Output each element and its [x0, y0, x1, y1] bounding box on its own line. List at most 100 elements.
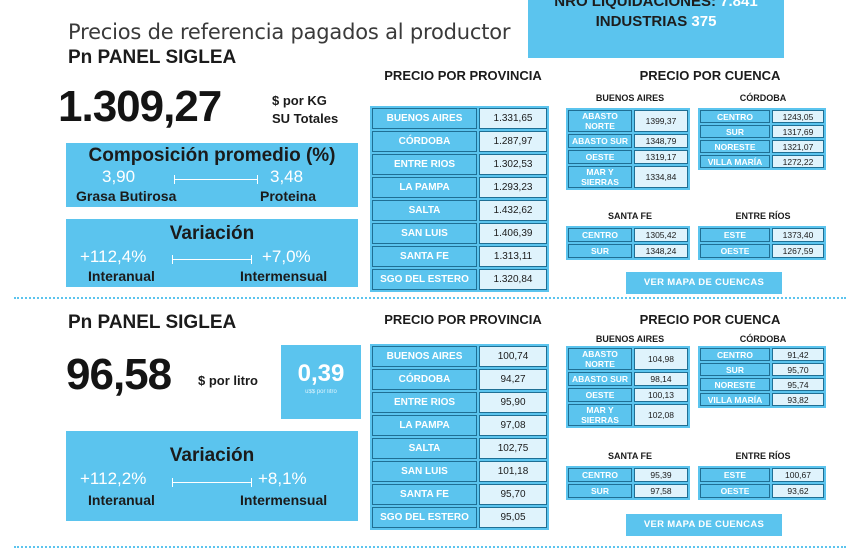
- basin-row-name: CENTRO: [700, 348, 770, 361]
- basin-row-name: SUR: [568, 244, 632, 258]
- variation-box-kg: Variación +112,4% +7,0% Interanual Inter…: [66, 219, 358, 287]
- price-kg-unit: $ por KG SU Totales: [272, 92, 338, 128]
- basin-row-name: CENTRO: [568, 468, 632, 482]
- price-kg-unit-line2: SU Totales: [272, 111, 339, 126]
- basin-row: MAR Y SIERRAS 1334,84: [568, 166, 688, 188]
- basin-row-name: ABASTO SUR: [568, 134, 632, 148]
- basin-row-value: 1334,84: [634, 166, 688, 188]
- province-row: BUENOS AIRES 1.331,65: [372, 108, 547, 129]
- basin-sf-title-kg: SANTA FE: [608, 211, 652, 221]
- province-row: LA PAMPA 97,08: [372, 415, 547, 436]
- basin-row: CENTRO 91,42: [700, 348, 824, 361]
- province-row-value: 95,05: [479, 507, 547, 528]
- province-row: SGO DEL ESTERO 95,05: [372, 507, 547, 528]
- basin-row-value: 93,82: [772, 393, 824, 406]
- basin-row: OESTE 100,13: [568, 388, 688, 402]
- province-row: ENTRE RIOS 1.302,53: [372, 154, 547, 175]
- composition-heading: Composición promedio (%): [88, 145, 336, 166]
- basin-row-name: SUR: [700, 363, 770, 376]
- section-title-kg: Pn PANEL SIGLEA: [68, 47, 237, 68]
- basin-row-name: NORESTE: [700, 378, 770, 391]
- basin-er-title-kg: ENTRE RÍOS: [735, 211, 791, 221]
- basin-row-value: 1267,59: [772, 244, 824, 258]
- basin-row-name: MAR Y SIERRAS: [568, 404, 632, 426]
- province-row-name: SGO DEL ESTERO: [372, 269, 477, 290]
- basin-row: SUR 1317,69: [700, 125, 824, 138]
- usd-box: 0,39 u$$ por litro: [281, 345, 361, 419]
- basin-row: NORESTE 1321,07: [700, 140, 824, 153]
- basin-row-name: ABASTO NORTE: [568, 348, 632, 370]
- basin-row-name: VILLA MARÍA: [700, 155, 770, 168]
- basin-row-name: NORESTE: [700, 140, 770, 153]
- basin-row-value: 100,13: [634, 388, 688, 402]
- grasa-value: 3,90: [102, 167, 136, 186]
- province-row-value: 101,18: [479, 461, 547, 482]
- basin-row-name: ESTE: [700, 468, 770, 482]
- basin-row-value: 98,14: [634, 372, 688, 386]
- interanual-value-kg: +112,4%: [80, 247, 147, 266]
- basin-row: VILLA MARÍA 1272,22: [700, 155, 824, 168]
- industrias-label: INDUSTRIAS: [595, 13, 688, 30]
- bottom-divider: [14, 546, 846, 548]
- composition-connector: [174, 175, 258, 184]
- province-row-value: 94,27: [479, 369, 547, 390]
- basin-row: MAR Y SIERRAS 102,08: [568, 404, 688, 426]
- nro-liquidaciones-value: 7.841: [720, 0, 758, 10]
- province-row: CÓRDOBA 1.287,97: [372, 131, 547, 152]
- variation-box-litro: Variación +112,2% +8,1% Interanual Inter…: [66, 431, 358, 521]
- basin-row-name: ABASTO NORTE: [568, 110, 632, 132]
- basin-row: CENTRO 1243,05: [700, 110, 824, 123]
- basin-row-name: MAR Y SIERRAS: [568, 166, 632, 188]
- grasa-label: Grasa Butirosa: [76, 188, 177, 204]
- basin-sf-table-kg: CENTRO 1305,42 SUR 1348,24: [566, 226, 690, 260]
- basin-row-value: 1272,22: [772, 155, 824, 168]
- province-row: SANTA FE 95,70: [372, 484, 547, 505]
- basin-row: ESTE 100,67: [700, 468, 824, 482]
- province-row-name: BUENOS AIRES: [372, 108, 477, 129]
- province-row-name: SANTA FE: [372, 246, 477, 267]
- basin-cba-table-litro: CENTRO 91,42 SUR 95,70 NORESTE 95,74 VILLA MAR…: [698, 346, 826, 408]
- province-row: LA PAMPA 1.293,23: [372, 177, 547, 198]
- map-button-kg[interactable]: VER MAPA DE CUENCAS: [626, 272, 782, 294]
- basin-row-name: ABASTO SUR: [568, 372, 632, 386]
- basin-row-name: SUR: [700, 125, 770, 138]
- basin-row: ABASTO NORTE 104,98: [568, 348, 688, 370]
- industrias: INDUSTRIAS 375: [528, 12, 784, 32]
- province-row-value: 1.432,62: [479, 200, 547, 221]
- intermensual-label-litro: Intermensual: [240, 492, 328, 508]
- usd-value: 0,39: [297, 360, 345, 387]
- province-row-name: LA PAMPA: [372, 177, 477, 198]
- map-button-litro[interactable]: VER MAPA DE CUENCAS: [626, 514, 782, 536]
- province-table-kg: BUENOS AIRES 1.331,65 CÓRDOBA 1.287,97 ENTRE…: [370, 106, 549, 292]
- section-divider: [14, 297, 846, 299]
- province-title-kg: PRECIO POR PROVINCIA: [384, 68, 542, 83]
- province-row-name: CÓRDOBA: [372, 369, 477, 390]
- province-row-value: 100,74: [479, 346, 547, 367]
- basin-row-value: 1319,17: [634, 150, 688, 164]
- basin-ba-table-litro: ABASTO NORTE 104,98 ABASTO SUR 98,14 OESTE 10…: [566, 346, 690, 428]
- basin-row-value: 1348,79: [634, 134, 688, 148]
- basin-row-name: CENTRO: [568, 228, 632, 242]
- basin-row-value: 1243,05: [772, 110, 824, 123]
- variation-connector-litro: [172, 478, 252, 487]
- basin-row-value: 95,39: [634, 468, 688, 482]
- province-row-name: LA PAMPA: [372, 415, 477, 436]
- basin-row-value: 95,70: [772, 363, 824, 376]
- basin-row: SUR 95,70: [700, 363, 824, 376]
- basin-cba-title-kg: CÓRDOBA: [739, 93, 787, 103]
- province-row: SAN LUIS 1.406,39: [372, 223, 547, 244]
- composition-box: Composición promedio (%) 3,90 3,48 Grasa…: [66, 143, 358, 207]
- industrias-value: 375: [691, 13, 717, 30]
- basin-row: SUR 97,58: [568, 484, 688, 498]
- basin-row-name: OESTE: [568, 388, 632, 402]
- basin-row-value: 1317,69: [772, 125, 824, 138]
- section-title-litro: Pn PANEL SIGLEA: [68, 312, 237, 333]
- price-kg-unit-line1: $ por KG: [272, 93, 327, 108]
- basin-row: OESTE 1267,59: [700, 244, 824, 258]
- basin-row: ABASTO NORTE 1399,37: [568, 110, 688, 132]
- province-row: SANTA FE 1.313,11: [372, 246, 547, 267]
- province-row-name: SALTA: [372, 438, 477, 459]
- variation-heading-litro: Variación: [169, 445, 255, 466]
- basin-row-value: 1373,40: [772, 228, 824, 242]
- province-row: ENTRE RIOS 95,90: [372, 392, 547, 413]
